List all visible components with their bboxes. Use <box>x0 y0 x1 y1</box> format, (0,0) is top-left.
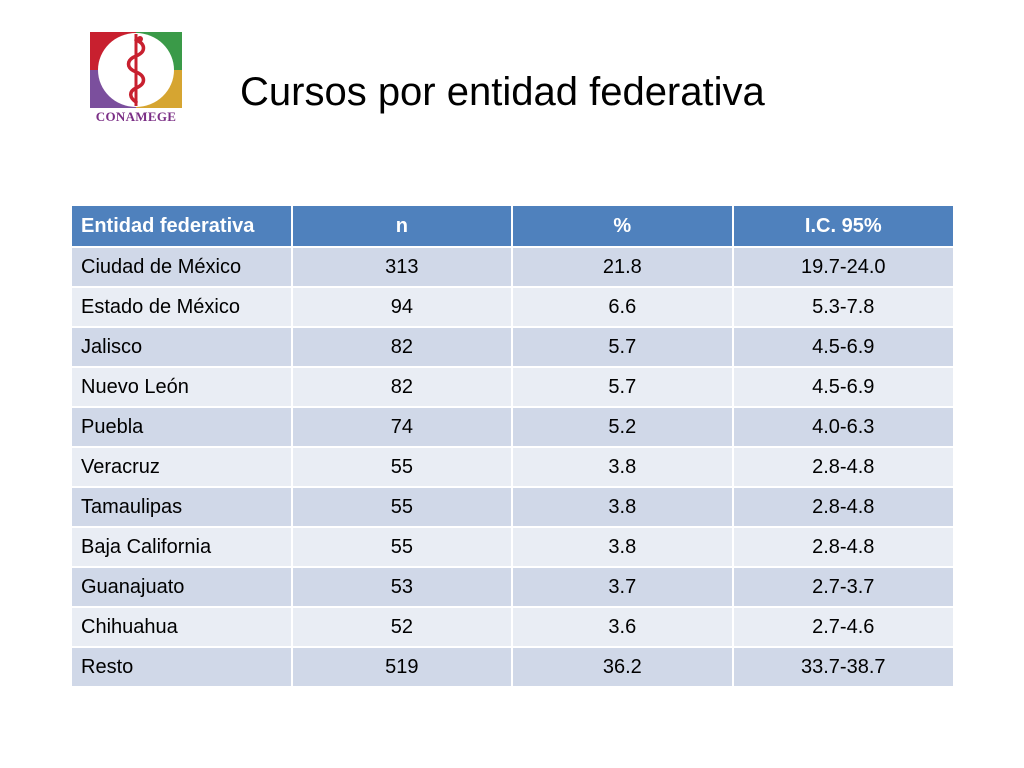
table-row: Puebla 74 5.2 4.0-6.3 <box>70 406 956 448</box>
cell-n: 55 <box>290 526 514 568</box>
header-n: n <box>290 204 514 248</box>
cell-ic95: 33.7-38.7 <box>731 646 956 688</box>
cell-entidad: Puebla <box>70 406 293 448</box>
cell-ic95: 2.7-4.6 <box>731 606 956 648</box>
cell-entidad: Chihuahua <box>70 606 293 648</box>
cell-ic95: 4.5-6.9 <box>731 366 956 408</box>
cell-entidad: Tamaulipas <box>70 486 293 528</box>
cell-percent: 6.6 <box>511 286 734 328</box>
cell-n: 519 <box>290 646 514 688</box>
cell-ic95: 2.8-4.8 <box>731 446 956 488</box>
table-row: Jalisco 82 5.7 4.5-6.9 <box>70 326 956 368</box>
cell-entidad: Guanajuato <box>70 566 293 608</box>
table-header-row: Entidad federativa n % I.C. 95% <box>70 204 956 248</box>
cell-n: 313 <box>290 246 514 288</box>
cell-n: 55 <box>290 446 514 488</box>
table-row: Ciudad de México 313 21.8 19.7-24.0 <box>70 246 956 288</box>
cell-percent: 3.8 <box>511 446 734 488</box>
cell-percent: 3.8 <box>511 486 734 528</box>
cell-entidad: Ciudad de México <box>70 246 293 288</box>
cell-n: 94 <box>290 286 514 328</box>
cell-n: 53 <box>290 566 514 608</box>
header-percent: % <box>511 204 734 248</box>
header-entidad: Entidad federativa <box>70 204 293 248</box>
cell-percent: 5.7 <box>511 326 734 368</box>
cell-entidad: Resto <box>70 646 293 688</box>
table-row: Guanajuato 53 3.7 2.7-3.7 <box>70 566 956 608</box>
table-row: Baja California 55 3.8 2.8-4.8 <box>70 526 956 568</box>
table-row: Tamaulipas 55 3.8 2.8-4.8 <box>70 486 956 528</box>
cell-percent: 36.2 <box>511 646 734 688</box>
data-table: Entidad federativa n % I.C. 95% Ciudad d… <box>70 204 956 688</box>
cell-percent: 5.7 <box>511 366 734 408</box>
cell-entidad: Nuevo León <box>70 366 293 408</box>
cell-n: 82 <box>290 366 514 408</box>
cell-ic95: 4.0-6.3 <box>731 406 956 448</box>
cell-percent: 3.6 <box>511 606 734 648</box>
cell-entidad: Estado de México <box>70 286 293 328</box>
slide-title: Cursos por entidad federativa <box>240 70 765 114</box>
table-row: Estado de México 94 6.6 5.3-7.8 <box>70 286 956 328</box>
table-row: Resto 519 36.2 33.7-38.7 <box>70 646 956 688</box>
caduceus-logo-icon <box>90 32 182 108</box>
cell-n: 82 <box>290 326 514 368</box>
conamege-logo: CONAMEGE <box>88 30 184 124</box>
cell-percent: 5.2 <box>511 406 734 448</box>
cell-n: 74 <box>290 406 514 448</box>
cell-percent: 21.8 <box>511 246 734 288</box>
logo-text: CONAMEGE <box>95 109 177 124</box>
table-row: Chihuahua 52 3.6 2.7-4.6 <box>70 606 956 648</box>
cell-ic95: 4.5-6.9 <box>731 326 956 368</box>
cell-entidad: Baja California <box>70 526 293 568</box>
cell-percent: 3.8 <box>511 526 734 568</box>
cell-percent: 3.7 <box>511 566 734 608</box>
table-row: Nuevo León 82 5.7 4.5-6.9 <box>70 366 956 408</box>
cell-ic95: 2.7-3.7 <box>731 566 956 608</box>
cell-ic95: 5.3-7.8 <box>731 286 956 328</box>
cell-ic95: 2.8-4.8 <box>731 486 956 528</box>
header-ic95: I.C. 95% <box>731 204 956 248</box>
cell-n: 52 <box>290 606 514 648</box>
cell-n: 55 <box>290 486 514 528</box>
cell-ic95: 19.7-24.0 <box>731 246 956 288</box>
cell-entidad: Veracruz <box>70 446 293 488</box>
cell-entidad: Jalisco <box>70 326 293 368</box>
table-row: Veracruz 55 3.8 2.8-4.8 <box>70 446 956 488</box>
cell-ic95: 2.8-4.8 <box>731 526 956 568</box>
